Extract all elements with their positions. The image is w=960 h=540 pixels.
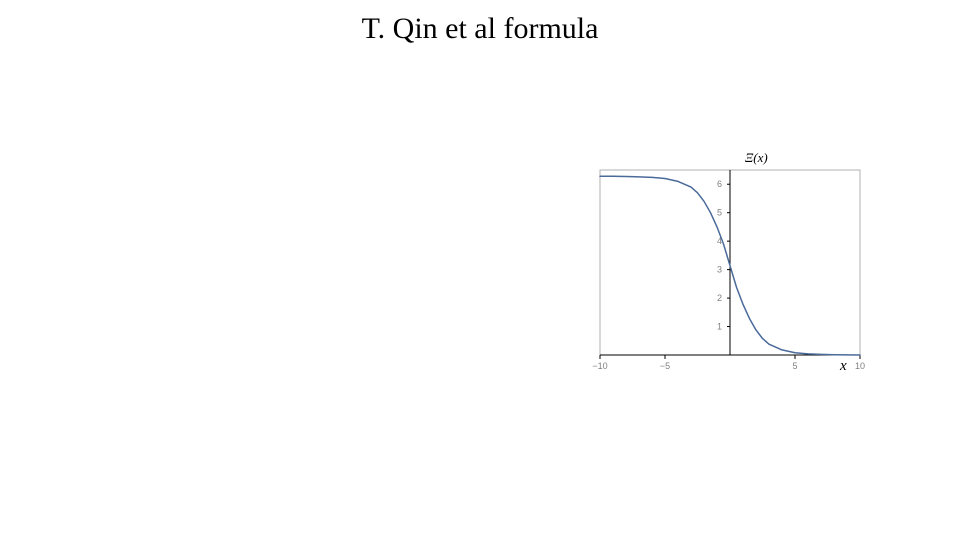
svg-text:1: 1 bbox=[717, 322, 722, 332]
svg-text:3: 3 bbox=[717, 265, 722, 275]
x-axis-label: x bbox=[840, 358, 847, 375]
svg-text:−10: −10 bbox=[592, 361, 607, 371]
svg-text:5: 5 bbox=[792, 361, 797, 371]
svg-text:6: 6 bbox=[717, 179, 722, 189]
svg-text:5: 5 bbox=[717, 208, 722, 218]
line-chart: −10−5510123456 bbox=[570, 150, 880, 380]
svg-text:2: 2 bbox=[717, 293, 722, 303]
y-axis-label: Ξ(x) bbox=[745, 150, 768, 166]
page-title: T. Qin et al formula bbox=[0, 12, 960, 46]
svg-text:−5: −5 bbox=[660, 361, 670, 371]
svg-text:10: 10 bbox=[855, 361, 865, 371]
chart-container: Ξ(x) −10−5510123456 x bbox=[570, 150, 880, 380]
